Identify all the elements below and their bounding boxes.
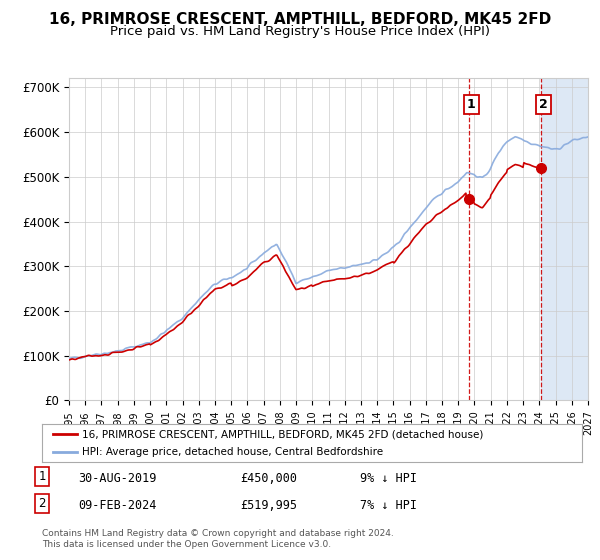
Text: 16, PRIMROSE CRESCENT, AMPTHILL, BEDFORD, MK45 2FD (detached house): 16, PRIMROSE CRESCENT, AMPTHILL, BEDFORD…	[83, 429, 484, 439]
Text: 09-FEB-2024: 09-FEB-2024	[78, 499, 157, 512]
Text: Price paid vs. HM Land Registry's House Price Index (HPI): Price paid vs. HM Land Registry's House …	[110, 25, 490, 38]
Text: £519,995: £519,995	[240, 499, 297, 512]
Bar	[541, 78, 588, 400]
Text: 7% ↓ HPI: 7% ↓ HPI	[360, 499, 417, 512]
Text: 30-AUG-2019: 30-AUG-2019	[78, 472, 157, 485]
Text: HPI: Average price, detached house, Central Bedfordshire: HPI: Average price, detached house, Cent…	[83, 447, 383, 457]
Text: 1: 1	[467, 97, 476, 111]
Text: Contains HM Land Registry data © Crown copyright and database right 2024.
This d: Contains HM Land Registry data © Crown c…	[42, 529, 394, 549]
Text: 2: 2	[38, 497, 46, 510]
Text: 16, PRIMROSE CRESCENT, AMPTHILL, BEDFORD, MK45 2FD: 16, PRIMROSE CRESCENT, AMPTHILL, BEDFORD…	[49, 12, 551, 27]
Text: 9% ↓ HPI: 9% ↓ HPI	[360, 472, 417, 485]
Text: £450,000: £450,000	[240, 472, 297, 485]
Text: 2: 2	[539, 97, 548, 111]
Text: 1: 1	[38, 470, 46, 483]
